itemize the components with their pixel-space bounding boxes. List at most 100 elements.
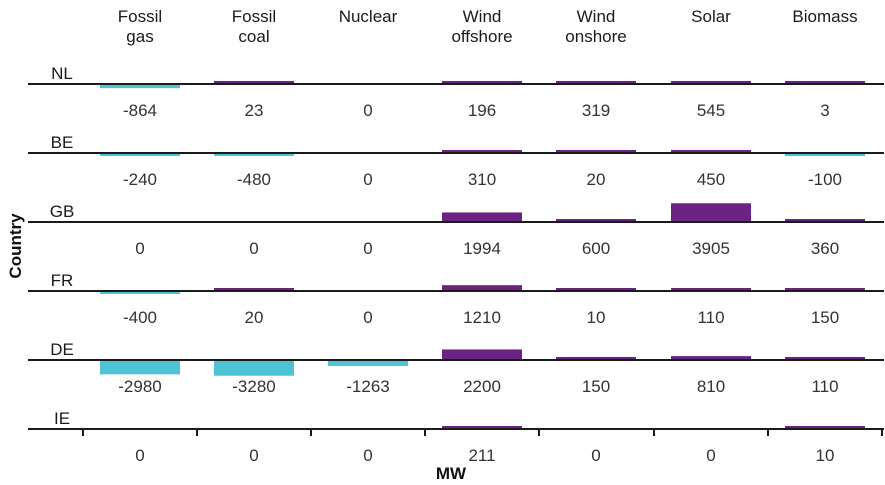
value-label-gb-biomass: 360 [811, 239, 839, 258]
column-header-solar: Solar [691, 7, 731, 26]
value-label-de-fossil-coal: -3280 [232, 377, 275, 396]
column-header-fossil-gas: Fossil gas [118, 7, 162, 46]
value-label-gb-fossil-coal: 0 [249, 239, 258, 258]
value-label-fr-solar: 110 [697, 308, 724, 327]
bar-ie-biomass [785, 426, 865, 429]
value-label-nl-fossil-coal: 23 [245, 101, 264, 120]
value-label-be-fossil-gas: -240 [123, 170, 157, 189]
bar-fr-solar [671, 288, 751, 291]
column-header-line: Biomass [792, 7, 857, 26]
value-label-de-biomass: 110 [811, 377, 838, 396]
bar-fr-wind-offshore [442, 285, 522, 291]
value-label-fr-biomass: 150 [811, 308, 839, 327]
column-header-line: Wind [463, 7, 502, 26]
value-label-ie-wind-offshore: 211 [468, 446, 495, 465]
column-header-line: Fossil [118, 7, 162, 26]
value-label-de-nuclear: -1263 [346, 377, 389, 396]
bar-de-fossil-coal [214, 360, 294, 376]
bar-be-wind-offshore [442, 150, 522, 153]
bar-de-wind-onshore [556, 357, 636, 360]
value-label-fr-fossil-gas: -400 [123, 308, 157, 327]
bar-de-wind-offshore [442, 349, 522, 360]
value-label-de-wind-onshore: 150 [582, 377, 610, 396]
row-label-fr: FR [51, 271, 74, 290]
value-label-gb-solar: 3905 [692, 239, 730, 258]
bar-gb-biomass [785, 219, 865, 222]
value-label-be-biomass: -100 [808, 170, 842, 189]
column-header-fossil-coal: Fossil coal [232, 7, 276, 46]
column-header-line: Wind [577, 7, 616, 26]
row-label-gb: GB [50, 202, 75, 221]
value-label-gb-wind-offshore: 1994 [463, 239, 501, 258]
value-label-gb-fossil-gas: 0 [135, 239, 144, 258]
bar-be-fossil-gas [100, 153, 180, 156]
column-header-line: offshore [451, 27, 512, 46]
value-label-be-fossil-coal: -480 [237, 170, 271, 189]
row-label-de: DE [50, 340, 74, 359]
bar-gb-solar [671, 203, 751, 222]
column-header-biomass: Biomass [792, 7, 857, 26]
value-label-be-wind-offshore: 310 [468, 170, 496, 189]
value-label-nl-wind-offshore: 196 [468, 101, 496, 120]
value-label-de-solar: 810 [697, 377, 725, 396]
value-label-ie-wind-onshore: 0 [591, 446, 600, 465]
value-label-fr-nuclear: 0 [363, 308, 372, 327]
row-label-ie: IE [54, 409, 70, 428]
column-header-line: gas [126, 27, 153, 46]
bar-nl-biomass [785, 81, 865, 84]
bar-de-biomass [785, 357, 865, 360]
bar-de-fossil-gas [100, 360, 180, 375]
bar-nl-fossil-gas [100, 84, 180, 89]
bar-fr-fossil-gas [100, 291, 180, 294]
bar-nl-solar [671, 81, 751, 84]
value-label-fr-wind-onshore: 10 [587, 308, 606, 327]
bar-ie-wind-offshore [442, 426, 522, 429]
bar-de-nuclear [328, 360, 408, 367]
value-label-nl-wind-onshore: 319 [582, 101, 610, 120]
column-header-nuclear: Nuclear [339, 7, 398, 26]
bar-de-solar [671, 356, 751, 360]
bar-be-wind-onshore [556, 150, 636, 153]
value-label-nl-solar: 545 [697, 101, 725, 120]
column-header-line: Solar [691, 7, 731, 26]
bar-fr-biomass [785, 288, 865, 291]
bar-fr-wind-onshore [556, 288, 636, 291]
value-label-ie-solar: 0 [706, 446, 715, 465]
bar-nl-fossil-coal [214, 81, 294, 84]
value-label-gb-wind-onshore: 600 [582, 239, 610, 258]
value-label-ie-biomass: 10 [816, 446, 835, 465]
bar-be-biomass [785, 153, 865, 156]
value-label-de-wind-offshore: 2200 [463, 377, 501, 396]
column-header-line: Fossil [232, 7, 276, 26]
bar-gb-wind-onshore [556, 219, 636, 222]
bar-nl-wind-offshore [442, 81, 522, 84]
x-axis-label: MW [436, 464, 467, 483]
value-label-ie-fossil-gas: 0 [135, 446, 144, 465]
row-label-nl: NL [51, 64, 73, 83]
value-label-de-fossil-gas: -2980 [118, 377, 161, 396]
column-header-line: Nuclear [339, 7, 398, 26]
bar-be-fossil-coal [214, 153, 294, 156]
value-label-nl-biomass: 3 [820, 101, 829, 120]
column-header-line: onshore [565, 27, 626, 46]
column-header-wind-onshore: Wind onshore [565, 7, 626, 46]
bar-be-solar [671, 150, 751, 153]
value-label-ie-fossil-coal: 0 [249, 446, 258, 465]
value-label-ie-nuclear: 0 [363, 446, 372, 465]
value-label-gb-nuclear: 0 [363, 239, 372, 258]
value-label-fr-fossil-coal: 20 [245, 308, 264, 327]
value-label-be-wind-onshore: 20 [587, 170, 606, 189]
bar-gb-wind-offshore [442, 212, 522, 222]
row-label-be: BE [51, 133, 74, 152]
value-label-nl-nuclear: 0 [363, 101, 372, 120]
y-axis-label: Country [6, 213, 25, 279]
column-header-line: coal [238, 27, 269, 46]
value-label-fr-wind-offshore: 1210 [463, 308, 501, 327]
value-label-nl-fossil-gas: -864 [123, 101, 157, 120]
value-label-be-solar: 450 [697, 170, 725, 189]
bar-fr-fossil-coal [214, 288, 294, 291]
value-label-be-nuclear: 0 [363, 170, 372, 189]
column-header-wind-offshore: Wind offshore [451, 7, 512, 46]
bar-nl-wind-onshore [556, 81, 636, 84]
